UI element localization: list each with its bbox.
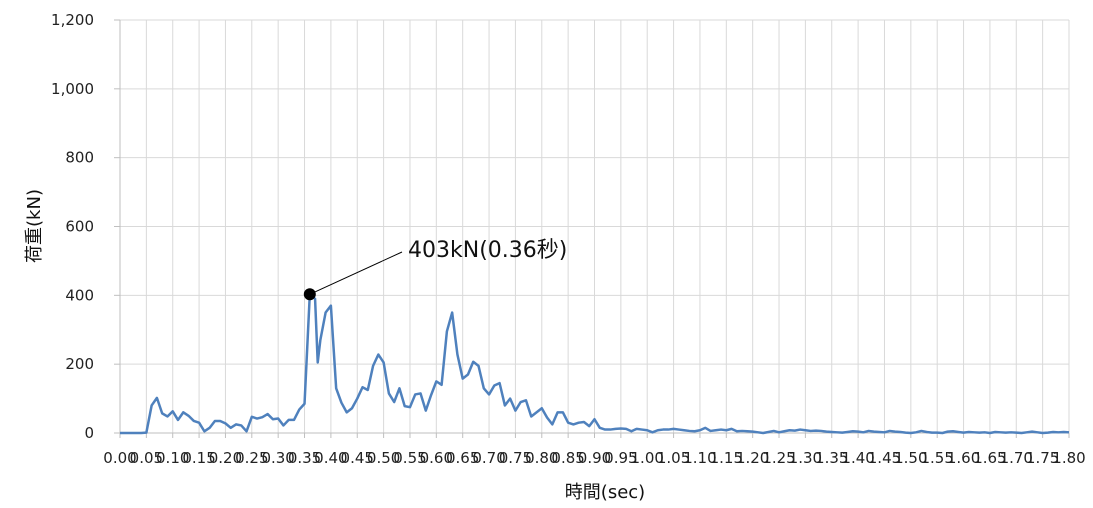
x-tick-label: 1.05: [657, 449, 690, 467]
y-tick-label: 1,000: [51, 80, 94, 98]
x-tick-label: 0.90: [578, 449, 611, 467]
x-tick-label: 1.35: [815, 449, 848, 467]
y-tick-label: 200: [65, 355, 94, 373]
x-tick-label: 0.00: [103, 449, 136, 467]
x-tick-label: 1.00: [631, 449, 664, 467]
x-tick-label: 0.60: [420, 449, 453, 467]
x-tick-label: 0.35: [288, 449, 321, 467]
x-tick-label: 0.20: [209, 449, 242, 467]
x-tick-label: 1.55: [920, 449, 953, 467]
x-tick-label: 1.65: [973, 449, 1006, 467]
x-tick-label: 0.75: [499, 449, 532, 467]
x-tick-label: 0.55: [393, 449, 426, 467]
series-layer: [120, 293, 1070, 435]
grid: [120, 19, 1070, 433]
x-tick-label: 1.45: [868, 449, 901, 467]
x-tick-label: 1.75: [1026, 449, 1059, 467]
x-tick-label: 0.15: [182, 449, 215, 467]
x-tick-label: 0.05: [130, 449, 163, 467]
x-tick-labels: 0.000.050.100.150.200.250.300.350.400.45…: [103, 449, 1085, 467]
x-tick-label: 1.60: [947, 449, 980, 467]
y-tick-label: 800: [65, 149, 94, 167]
y-tick-label: 0: [84, 424, 94, 442]
series-line-0: [120, 293, 1070, 435]
x-tick-label: 0.40: [314, 449, 347, 467]
x-tick-label: 1.20: [736, 449, 769, 467]
x-tick-label: 0.30: [261, 449, 294, 467]
x-tick-label: 1.70: [1000, 449, 1033, 467]
x-tick-label: 1.15: [710, 449, 743, 467]
annotation-leader-line: [309, 251, 403, 295]
peak-marker: [303, 288, 316, 301]
y-tick-label: 600: [65, 218, 94, 236]
x-tick-label: 1.50: [894, 449, 927, 467]
x-tick-label: 0.10: [156, 449, 189, 467]
x-tick-label: 0.50: [367, 449, 400, 467]
x-tick-label: 0.95: [604, 449, 637, 467]
x-tick-label: 1.30: [789, 449, 822, 467]
x-tick-label: 1.10: [683, 449, 716, 467]
x-tick-label: 1.25: [762, 449, 795, 467]
y-tick-label: 1,200: [51, 11, 94, 29]
x-tick-label: 0.25: [235, 449, 268, 467]
x-axis-label: 時間(sec): [565, 482, 645, 503]
annotation-layer: 403kN(0.36秒): [303, 238, 567, 301]
x-tick-label: 1.40: [841, 449, 874, 467]
y-tick-labels: 0 200 400 600 800 1,000 1,200: [51, 11, 94, 442]
x-tick-label: 0.45: [341, 449, 374, 467]
x-tick-label: 0.70: [472, 449, 505, 467]
x-tick-label: 1.80: [1052, 449, 1085, 467]
y-axis-label: 荷重(kN): [24, 189, 45, 263]
x-tick-label: 0.80: [525, 449, 558, 467]
x-tick-label: 0.85: [551, 449, 584, 467]
annotation-label: 403kN(0.36秒): [408, 238, 567, 263]
y-tick-label: 400: [65, 286, 94, 304]
axes: [114, 19, 1070, 438]
x-tick-label: 0.65: [446, 449, 479, 467]
